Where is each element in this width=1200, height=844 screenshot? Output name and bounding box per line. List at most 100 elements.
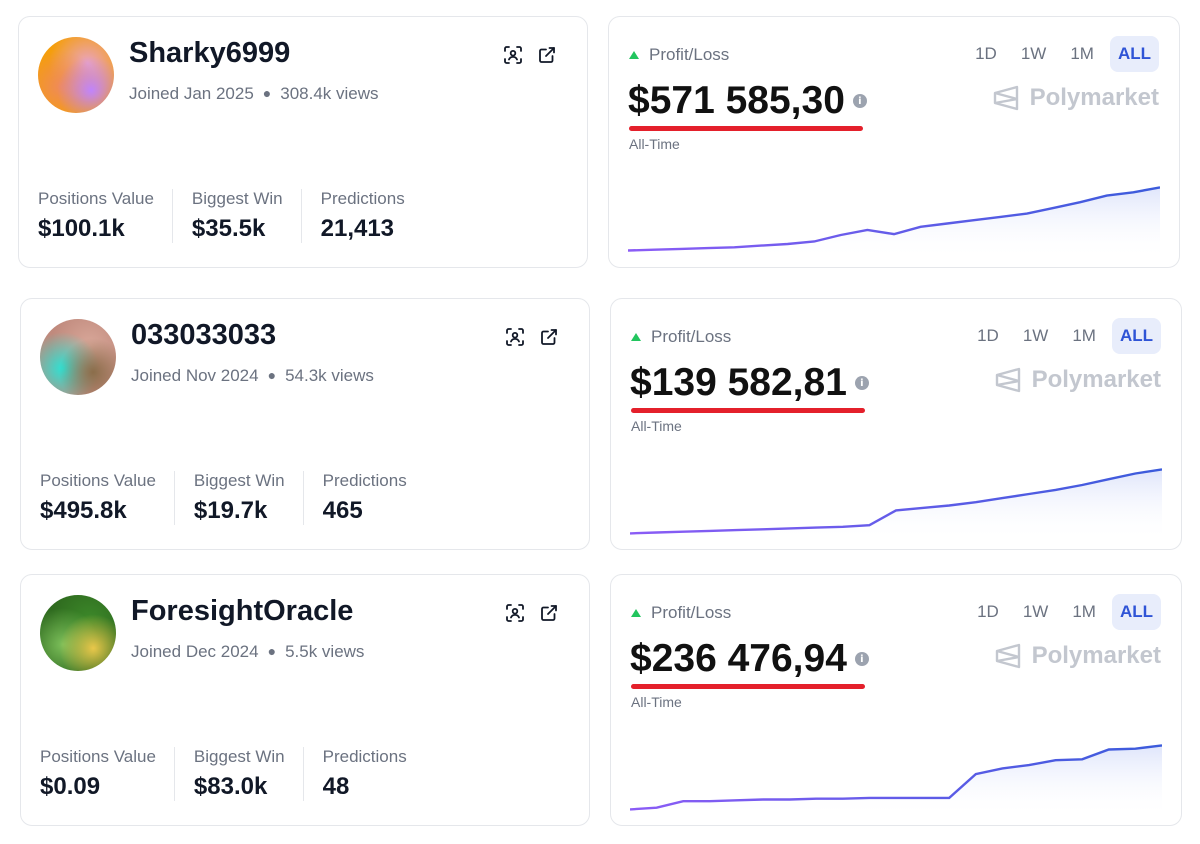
profit-loss-header: Profit/Loss (629, 45, 729, 65)
stat-positions-value: Positions Value $100.1k (38, 189, 173, 243)
scan-face-icon[interactable] (503, 325, 527, 349)
stats-row: Positions Value $495.8k Biggest Win $19.… (40, 471, 444, 525)
external-link-icon[interactable] (537, 601, 561, 625)
tab-1m[interactable]: 1M (1072, 326, 1096, 345)
stats-row: Positions Value $0.09 Biggest Win $83.0k… (40, 747, 444, 801)
polymarket-logo: Polymarket (994, 366, 1161, 394)
profit-loss-label: Profit/Loss (651, 603, 732, 622)
avatar[interactable] (40, 319, 116, 395)
red-underline-annotation (629, 126, 863, 131)
stat-predictions: Predictions 465 (323, 471, 425, 525)
stat-value: $35.5k (191, 215, 266, 242)
info-icon[interactable]: i (852, 94, 867, 108)
stat-label: Predictions (322, 747, 407, 766)
info-icon[interactable]: i (854, 376, 869, 390)
tab-1m[interactable]: 1M (1070, 44, 1094, 63)
username[interactable]: 033033033 (131, 319, 277, 351)
separator-dot: ● (262, 85, 272, 101)
stat-label: Biggest Win (191, 189, 283, 208)
period-label: All-Time (631, 694, 682, 710)
avatar[interactable] (38, 37, 114, 113)
brand-name: Polymarket (1031, 366, 1161, 393)
amount-value: $236 476,94 (630, 637, 847, 680)
view-count: 5.5k views (285, 642, 365, 661)
stat-label: Biggest Win (193, 747, 285, 766)
tab-1w[interactable]: 1W (1022, 326, 1049, 345)
trend-up-icon (629, 51, 639, 59)
profit-loss-card: Profit/Loss 1D 1W 1M ALL $571 585,30 i Al… (608, 16, 1180, 268)
chart-area-fill (628, 187, 1160, 259)
joined-date: Joined Nov 2024 (131, 366, 259, 385)
stat-value: 48 (322, 773, 350, 800)
polymarket-logo: Polymarket (992, 84, 1159, 112)
trader-profile-card: 033033033 Joined Nov 2024 ● 54.3k views Po… (20, 298, 590, 550)
period-tabs: 1D 1W 1M ALL (967, 36, 1159, 72)
stat-predictions: Predictions 21,413 (321, 189, 423, 243)
red-underline-annotation (631, 684, 865, 689)
polymarket-logo-icon (995, 367, 1020, 393)
chart-line (630, 468, 1162, 535)
scan-face-icon[interactable] (501, 43, 525, 67)
stat-biggest-win: Biggest Win $19.7k (194, 471, 304, 525)
stat-value: $495.8k (40, 497, 127, 524)
profit-loss-chart (628, 186, 1160, 259)
scan-face-icon[interactable] (503, 601, 527, 625)
username[interactable]: Sharky6999 (129, 37, 291, 69)
chart-line (630, 744, 1162, 811)
info-icon[interactable]: i (854, 652, 869, 666)
period-tabs: 1D 1W 1M ALL (969, 318, 1161, 354)
tab-1w[interactable]: 1W (1022, 602, 1049, 621)
trader-profile-card: Sharky6999 Joined Jan 2025 ● 308.4k views … (18, 16, 588, 268)
stat-predictions: Predictions 48 (323, 747, 425, 801)
profit-loss-card: Profit/Loss 1D 1W 1M ALL $236 476,94 i Al… (610, 574, 1182, 826)
tab-all[interactable]: ALL (1109, 36, 1159, 72)
profit-loss-amount: $236 476,94 i (630, 637, 869, 681)
stats-row: Positions Value $100.1k Biggest Win $35.… (38, 189, 442, 243)
stat-label: Predictions (322, 471, 407, 490)
profit-loss-header: Profit/Loss (631, 327, 731, 347)
profit-loss-amount: $139 582,81 i (630, 361, 869, 405)
profit-loss-header: Profit/Loss (631, 603, 731, 623)
trend-up-icon (631, 333, 641, 341)
stat-value: 21,413 (320, 215, 395, 242)
period-label: All-Time (631, 418, 682, 434)
amount-value: $571 585,30 (628, 79, 845, 122)
tab-1m[interactable]: 1M (1072, 602, 1096, 621)
avatar[interactable] (40, 595, 116, 671)
profit-loss-label: Profit/Loss (651, 327, 732, 346)
stat-label: Positions Value (40, 471, 156, 490)
chart-area-fill (630, 469, 1162, 541)
stat-value: $100.1k (38, 215, 125, 242)
tab-1d[interactable]: 1D (977, 602, 999, 621)
stat-label: Predictions (320, 189, 405, 208)
tab-1d[interactable]: 1D (975, 44, 997, 63)
profit-loss-chart (630, 468, 1162, 541)
separator-dot: ● (267, 367, 277, 383)
username[interactable]: ForesightOracle (131, 595, 354, 627)
joined-date: Joined Jan 2025 (129, 84, 254, 103)
joined-date: Joined Dec 2024 (131, 642, 259, 661)
profile-meta: Joined Jan 2025 ● 308.4k views (129, 84, 379, 104)
stat-value: $83.0k (193, 773, 268, 800)
trend-up-icon (631, 609, 641, 617)
stat-biggest-win: Biggest Win $83.0k (194, 747, 304, 801)
stat-value: $0.09 (40, 773, 101, 800)
tab-1d[interactable]: 1D (977, 326, 999, 345)
polymarket-logo-icon (995, 643, 1020, 669)
brand-name: Polymarket (1031, 642, 1161, 669)
amount-value: $139 582,81 (630, 361, 847, 404)
stat-label: Positions Value (40, 747, 156, 766)
profile-meta: Joined Nov 2024 ● 54.3k views (131, 366, 374, 386)
external-link-icon[interactable] (537, 325, 561, 349)
separator-dot: ● (267, 643, 277, 659)
view-count: 54.3k views (285, 366, 374, 385)
stat-label: Biggest Win (193, 471, 285, 490)
profile-meta: Joined Dec 2024 ● 5.5k views (131, 642, 364, 662)
tab-1w[interactable]: 1W (1020, 44, 1047, 63)
stat-positions-value: Positions Value $0.09 (40, 747, 175, 801)
external-link-icon[interactable] (535, 43, 559, 67)
profit-loss-label: Profit/Loss (649, 45, 730, 64)
tab-all[interactable]: ALL (1111, 594, 1161, 630)
trader-profile-card: ForesightOracle Joined Dec 2024 ● 5.5k vie… (20, 574, 590, 826)
tab-all[interactable]: ALL (1111, 318, 1161, 354)
